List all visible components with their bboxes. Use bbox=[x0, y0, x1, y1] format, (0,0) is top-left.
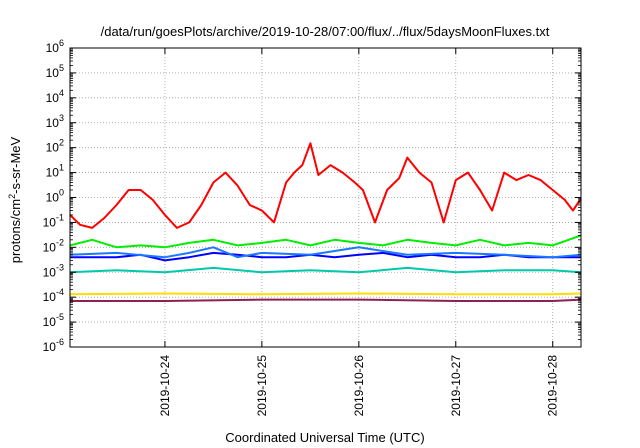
y-tick-label: 10-2 bbox=[43, 237, 64, 254]
chart-title: /data/run/goesPlots/archive/2019-10-28/0… bbox=[101, 24, 550, 39]
y-tick-exponent: -1 bbox=[56, 212, 64, 222]
y-tick-base: 10 bbox=[43, 215, 57, 229]
y-tick-base: 10 bbox=[43, 240, 57, 254]
x-tick-label: 2019-10-27 bbox=[449, 355, 463, 417]
y-axis-label-rest: -s-sr-MeV bbox=[8, 136, 23, 193]
x-tick-label: 2019-10-28 bbox=[546, 355, 560, 417]
y-tick-label: 102 bbox=[46, 138, 64, 155]
y-tick-label: 10-4 bbox=[43, 287, 64, 304]
y-tick-exponent: -4 bbox=[56, 287, 64, 297]
y-tick-label: 103 bbox=[46, 113, 64, 130]
y-tick-base: 10 bbox=[46, 91, 60, 105]
y-tick-base: 10 bbox=[46, 116, 60, 130]
y-tick-base: 10 bbox=[46, 166, 60, 180]
y-tick-exponent: -6 bbox=[56, 337, 64, 347]
y-tick-label: 105 bbox=[46, 63, 64, 80]
y-tick-exponent: 1 bbox=[59, 163, 64, 173]
y-tick-exponent: 4 bbox=[59, 88, 64, 98]
y-tick-label: 100 bbox=[46, 188, 64, 205]
y-tick-exponent: 5 bbox=[59, 63, 64, 73]
y-tick-base: 10 bbox=[46, 66, 60, 80]
series-line-3 bbox=[70, 251, 581, 262]
grid bbox=[70, 48, 581, 347]
series-line-4 bbox=[69, 246, 582, 259]
series-line-2 bbox=[69, 234, 582, 249]
x-tick-label: 2019-10-25 bbox=[255, 355, 269, 417]
y-tick-exponent: -2 bbox=[56, 237, 64, 247]
x-axis: 2019-10-24 2019-10-25 2019-10-26 2019-10-27… bbox=[158, 48, 560, 416]
y-tick-base: 10 bbox=[43, 265, 57, 279]
y-axis-label: protons/cm2-s-sr-MeV bbox=[7, 136, 23, 263]
y-tick-exponent: -3 bbox=[56, 262, 64, 272]
y-tick-base: 10 bbox=[46, 191, 60, 205]
x-tick-label: 2019-10-26 bbox=[352, 355, 366, 417]
series-line-5 bbox=[69, 266, 582, 274]
y-tick-base: 10 bbox=[43, 340, 57, 354]
y-axis-label-sup: 2 bbox=[7, 194, 17, 199]
y-tick-base: 10 bbox=[43, 315, 57, 329]
series-line-1 bbox=[69, 142, 582, 229]
series-layer bbox=[69, 142, 582, 302]
x-axis-label: Coordinated Universal Time (UTC) bbox=[225, 430, 424, 445]
y-tick-label: 104 bbox=[46, 88, 64, 105]
y-tick-base: 10 bbox=[46, 141, 60, 155]
y-tick-label: 10-5 bbox=[43, 312, 64, 329]
series-line-6 bbox=[69, 292, 582, 296]
y-tick-exponent: 6 bbox=[59, 38, 64, 48]
y-tick-base: 10 bbox=[43, 290, 57, 304]
y-axis-label-main: protons/cm bbox=[8, 199, 23, 263]
y-tick-exponent: -5 bbox=[56, 312, 64, 322]
y-tick-label: 10-6 bbox=[43, 337, 64, 354]
y-tick-label: 106 bbox=[46, 38, 64, 55]
y-tick-base: 10 bbox=[46, 41, 60, 55]
y-tick-exponent: 0 bbox=[59, 188, 64, 198]
y-tick-label: 10-1 bbox=[43, 212, 64, 229]
y-tick-label: 101 bbox=[46, 163, 64, 180]
x-tick-label: 2019-10-24 bbox=[158, 355, 172, 417]
y-tick-exponent: 3 bbox=[59, 113, 64, 123]
series-line-7 bbox=[70, 298, 582, 302]
y-tick-label: 10-3 bbox=[43, 262, 64, 279]
y-axis: 10-610-510-410-310-210-11001011021031041… bbox=[43, 38, 581, 354]
y-tick-exponent: 2 bbox=[59, 138, 64, 148]
